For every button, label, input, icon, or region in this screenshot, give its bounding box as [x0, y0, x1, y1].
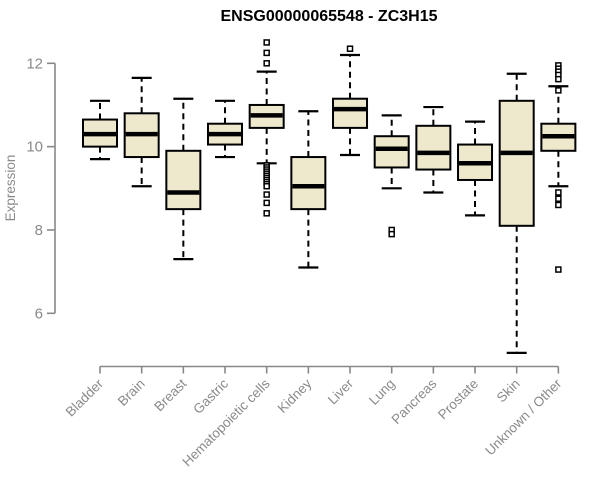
y-tick-label: 6: [35, 305, 43, 322]
x-category-label: Breast: [151, 376, 189, 414]
x-category-label: Prostate: [435, 376, 481, 422]
x-category-label: Liver: [325, 376, 357, 408]
outlier-point: [346, 45, 354, 52]
x-category-label: Pancreas: [389, 376, 440, 427]
outlier-point: [555, 195, 562, 202]
outlier-point: [555, 189, 562, 196]
y-tick-label: 8: [35, 222, 43, 239]
x-category-label: Brain: [115, 376, 148, 409]
outlier-point: [555, 75, 562, 83]
box-rect: [332, 97, 369, 129]
x-category-label: Kidney: [275, 376, 315, 416]
outlier-point: [555, 266, 562, 273]
outlier-point: [263, 210, 270, 217]
x-category-label: Skin: [494, 376, 523, 405]
outlier-point: [555, 87, 562, 94]
outlier-point: [263, 39, 270, 46]
x-category-label: Lung: [366, 376, 398, 408]
x-category-label: Unknown / Other: [482, 376, 565, 459]
x-category-label: Gastric: [190, 376, 231, 417]
y-tick-label: 12: [26, 55, 43, 72]
box-rect: [373, 135, 410, 169]
outlier-point: [555, 201, 562, 209]
box-rect: [290, 156, 327, 211]
y-tick-label: 10: [26, 139, 43, 156]
outlier-point: [388, 230, 395, 238]
outlier-point: [263, 199, 270, 207]
x-category-label: Bladder: [63, 376, 107, 420]
y-axis-title: Expression: [3, 155, 18, 222]
outlier-point: [263, 49, 270, 57]
box-rect: [165, 149, 202, 211]
chart-title: ENSG00000065548 - ZC3H15: [220, 8, 437, 25]
outlier-point: [263, 182, 270, 190]
outlier-point: [263, 60, 270, 67]
box-rect: [415, 124, 452, 171]
outlier-point: [263, 191, 270, 198]
box-rect: [498, 99, 535, 227]
